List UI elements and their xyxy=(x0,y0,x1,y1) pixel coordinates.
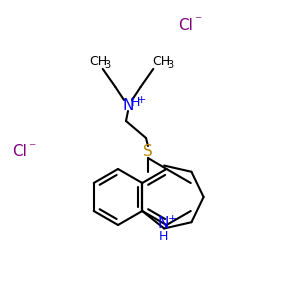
Text: 3: 3 xyxy=(105,60,111,70)
Text: 3: 3 xyxy=(167,60,173,70)
Text: S: S xyxy=(143,145,153,160)
Text: Cl: Cl xyxy=(178,17,193,32)
Text: H: H xyxy=(159,230,168,242)
Text: ⁻: ⁻ xyxy=(194,14,201,28)
Text: CH: CH xyxy=(152,56,170,68)
Text: ⁻: ⁻ xyxy=(28,141,35,155)
Text: CH: CH xyxy=(90,56,108,68)
Text: +: + xyxy=(168,214,177,224)
Text: N: N xyxy=(122,98,134,112)
Text: +: + xyxy=(136,95,146,105)
Text: H: H xyxy=(130,97,140,110)
Text: Cl: Cl xyxy=(12,145,27,160)
Text: N: N xyxy=(158,217,169,232)
